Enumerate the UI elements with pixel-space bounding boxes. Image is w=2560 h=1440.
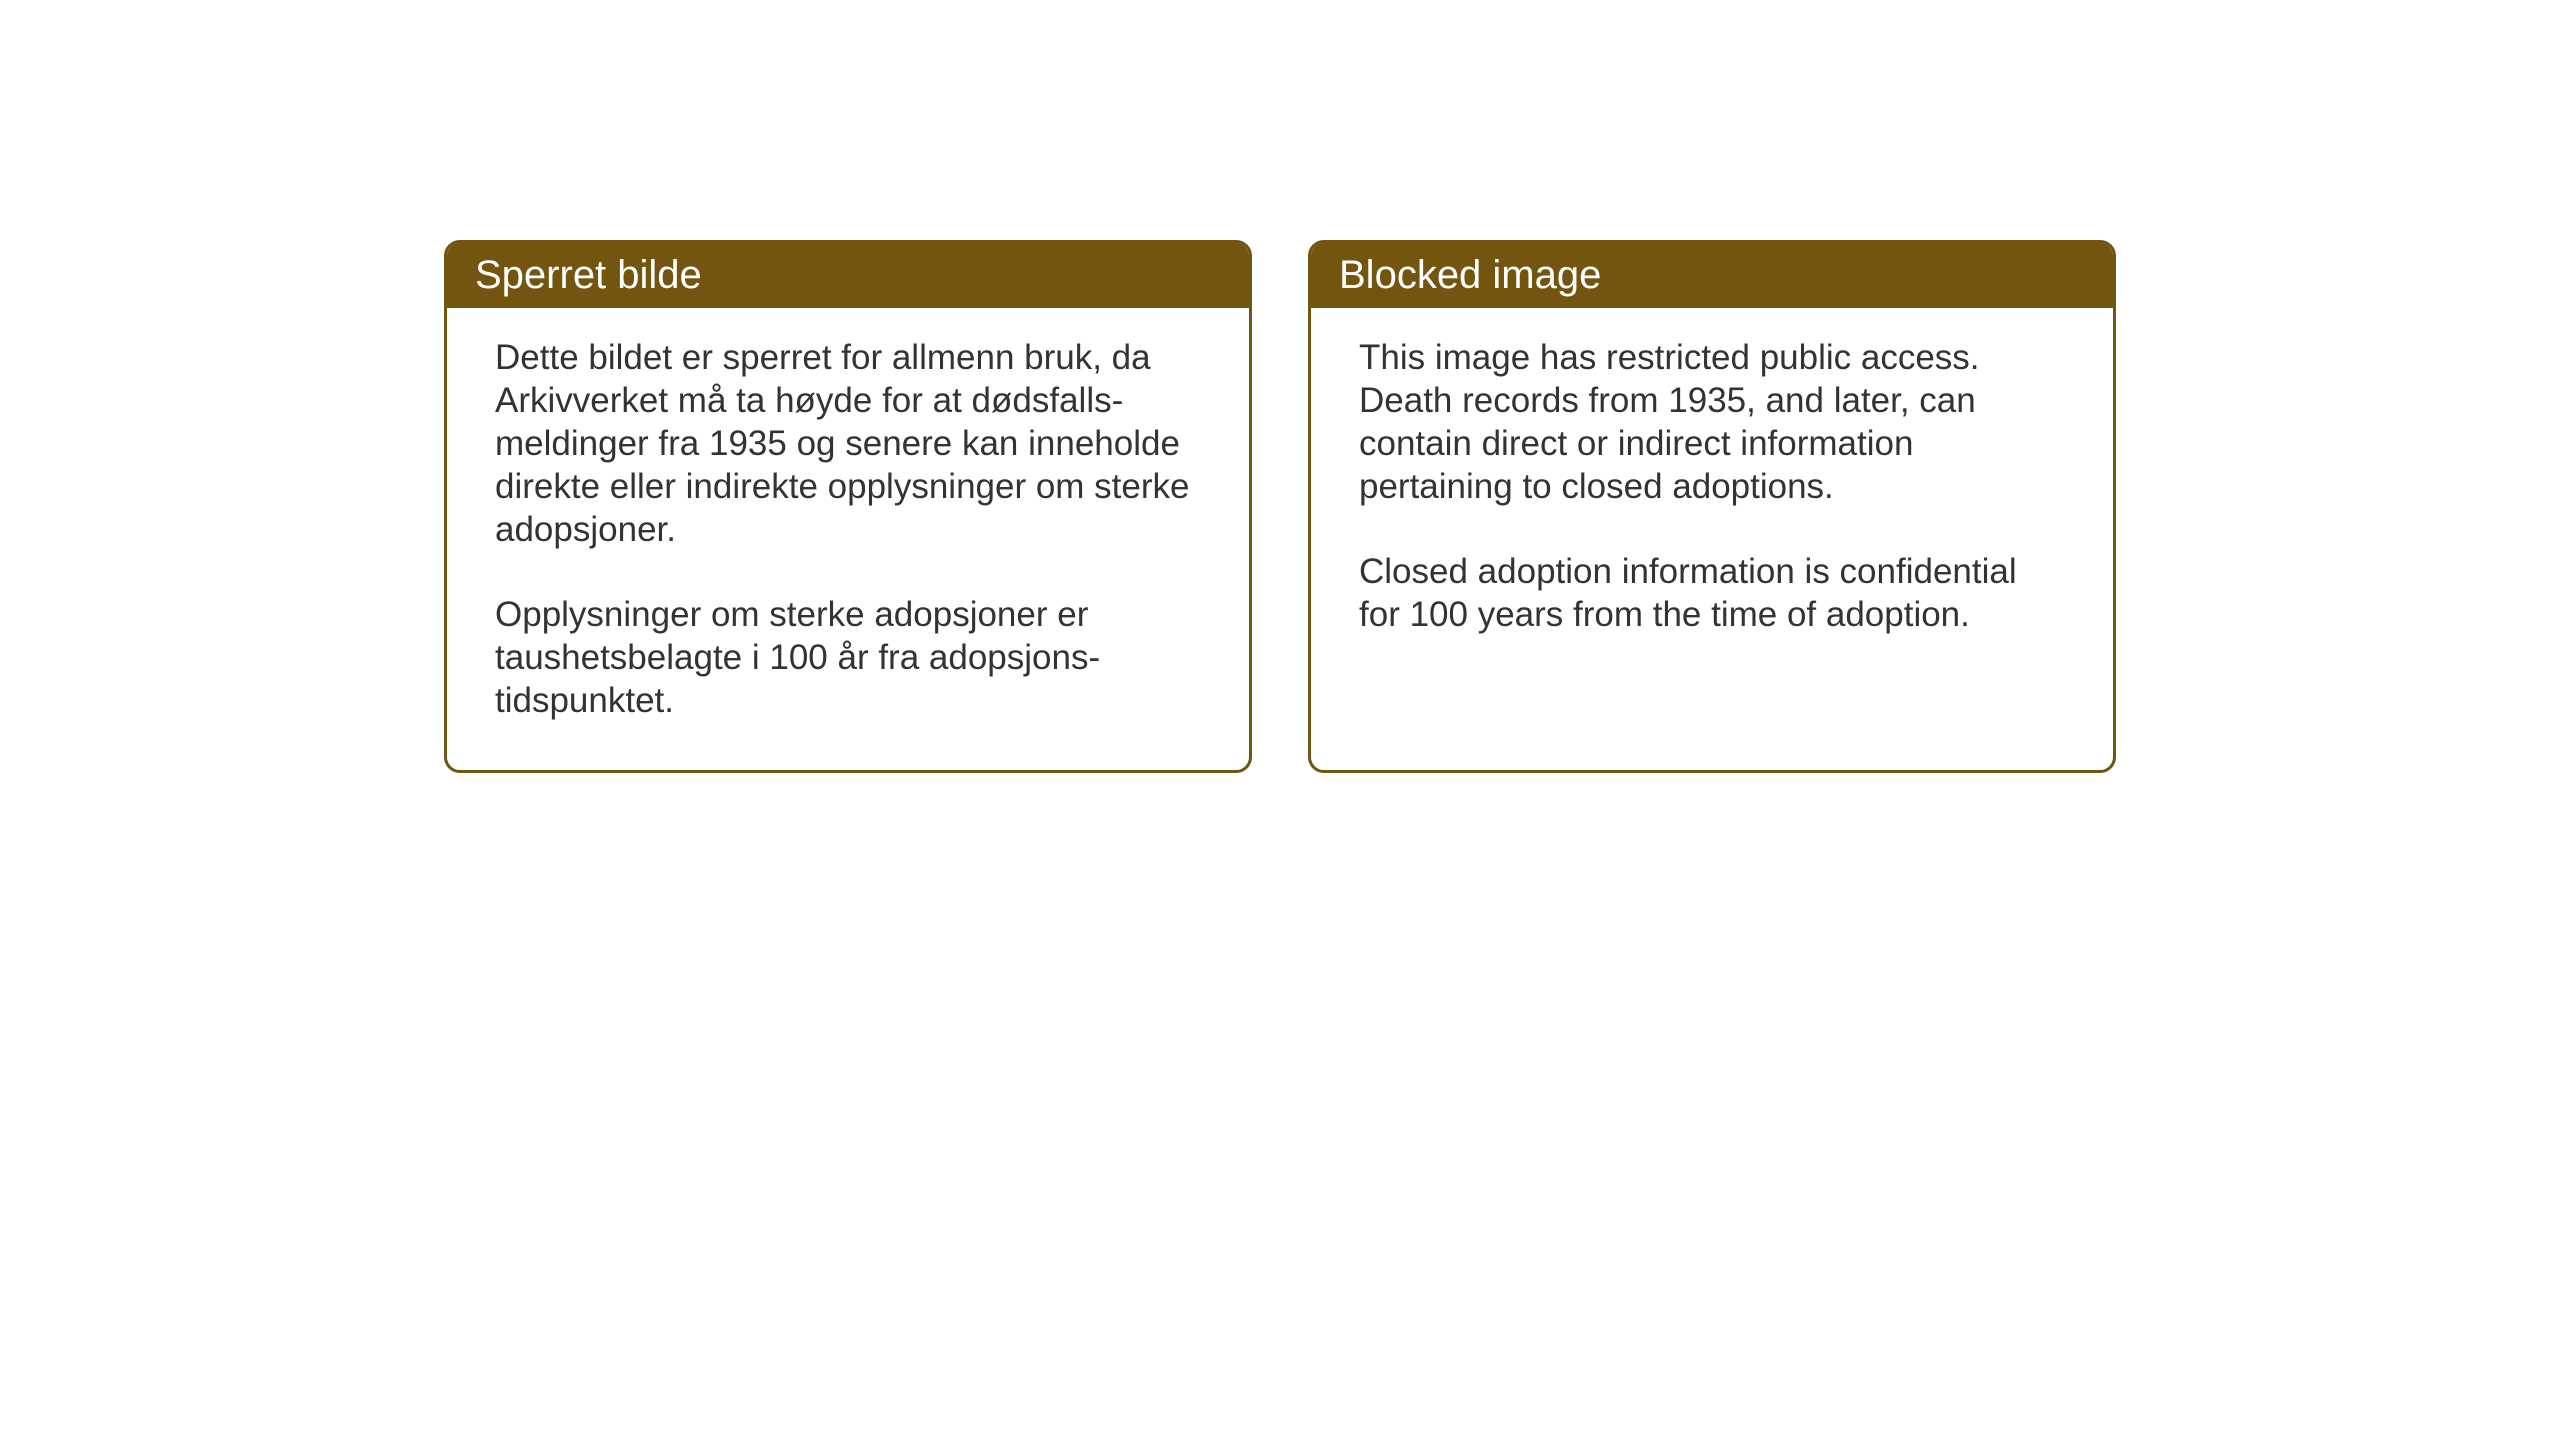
card-header-english: Blocked image [1311, 243, 2113, 308]
notice-card-english: Blocked image This image has restricted … [1308, 240, 2116, 773]
card-paragraph-english-1: This image has restricted public access.… [1359, 336, 2065, 508]
card-paragraph-english-2: Closed adoption information is confident… [1359, 550, 2065, 636]
notice-card-norwegian: Sperret bilde Dette bildet er sperret fo… [444, 240, 1252, 773]
card-body-norwegian: Dette bildet er sperret for allmenn bruk… [447, 308, 1249, 770]
card-body-english: This image has restricted public access.… [1311, 308, 2113, 684]
notice-cards-container: Sperret bilde Dette bildet er sperret fo… [444, 240, 2116, 773]
card-header-norwegian: Sperret bilde [447, 243, 1249, 308]
card-paragraph-norwegian-2: Opplysninger om sterke adopsjoner er tau… [495, 593, 1201, 722]
card-title-norwegian: Sperret bilde [475, 253, 702, 297]
card-paragraph-norwegian-1: Dette bildet er sperret for allmenn bruk… [495, 336, 1201, 551]
card-title-english: Blocked image [1339, 253, 1601, 297]
